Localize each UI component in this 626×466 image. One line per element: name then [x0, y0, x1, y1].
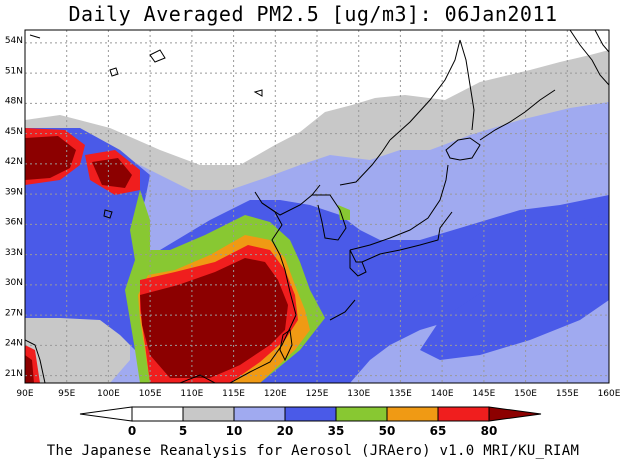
contour-darkred: [25, 136, 76, 180]
lat-tick-label: 39N: [5, 187, 23, 197]
lon-tick-label: 155E: [556, 389, 579, 399]
map-frame: [24, 29, 610, 384]
lon-tick-label: 95E: [58, 389, 75, 399]
lon-tick-label: 140E: [431, 389, 454, 399]
lat-tick-label: 21N: [5, 369, 23, 379]
lon-tick-label: 100E: [97, 389, 120, 399]
lon-tick-label: 135E: [389, 389, 412, 399]
lat-tick-label: 54N: [5, 36, 23, 46]
lat-tick-label: 51N: [5, 66, 23, 76]
lat-tick-label: 27N: [5, 308, 23, 318]
axis-tick-labels: 90E 95E 100E 105E 110E 115E 120E 125E 130E 135E 14…: [5, 36, 621, 399]
lat-tick-label: 24N: [5, 339, 23, 349]
coastlines: [25, 30, 609, 383]
lon-tick-label: 150E: [514, 389, 537, 399]
lat-tick-label: 36N: [5, 218, 23, 228]
map-grid: [25, 30, 609, 383]
lon-tick-label: 115E: [222, 389, 245, 399]
lon-tick-label: 105E: [139, 389, 162, 399]
footer-credit: The Japanese Reanalysis for Aerosol (JRA…: [46, 443, 580, 459]
lon-tick-label: 145E: [472, 389, 495, 399]
lon-tick-label: 90E: [16, 389, 33, 399]
map-title: Daily Averaged PM2.5 [ug/m3]: 06Jan2011: [68, 2, 558, 26]
lon-tick-label: 130E: [347, 389, 370, 399]
lon-tick-label: 120E: [264, 389, 287, 399]
lat-tick-label: 48N: [5, 97, 23, 107]
lon-tick-label: 160E: [598, 389, 621, 399]
lat-tick-label: 33N: [5, 248, 23, 258]
lat-tick-label: 30N: [5, 278, 23, 288]
lat-tick-label: 45N: [5, 127, 23, 137]
lon-tick-label: 125E: [306, 389, 329, 399]
lon-tick-label: 110E: [180, 389, 203, 399]
lat-tick-label: 42N: [5, 157, 23, 167]
